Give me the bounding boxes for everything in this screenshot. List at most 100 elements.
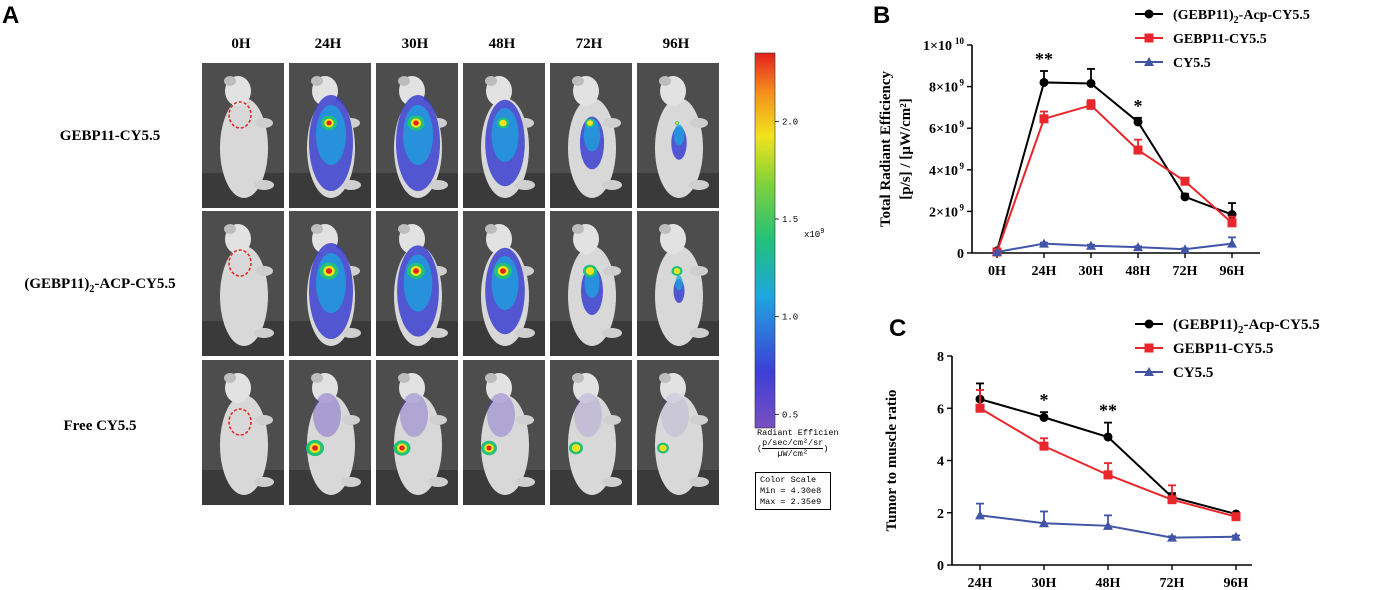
row-label-gebp11-2-acp: (GEBP11)2-ACP-CY5.5 <box>24 276 176 295</box>
y-tick-exponent: 9 <box>960 202 965 212</box>
mouse-image <box>289 63 371 208</box>
y-tick-label: 0 <box>957 247 964 262</box>
legend-entry: GEBP11-CY5.5 <box>1135 341 1273 357</box>
legend-label: GEBP11-CY5.5 <box>1173 341 1273 357</box>
mouse-image <box>202 360 284 505</box>
mouse-image-tile <box>550 63 632 208</box>
row-label-gebp11: GEBP11-CY5.5 <box>59 128 161 144</box>
data-point <box>1103 432 1113 442</box>
panel-a-letter: A <box>2 2 20 29</box>
data-point <box>1086 100 1096 110</box>
data-point <box>1180 244 1190 254</box>
x-tick-label: 48H <box>1096 576 1121 590</box>
y-tick-label: 6 <box>937 402 944 417</box>
data-point <box>1039 518 1049 528</box>
colorbar: 2.0 1.5 1.0 0.5 <box>754 52 798 429</box>
legend-label: CY5.5 <box>1173 56 1211 71</box>
y-tick-label: 4×10 <box>929 164 958 179</box>
x-tick-label: 24H <box>1032 264 1057 279</box>
data-point <box>1144 57 1154 66</box>
mouse-image <box>637 360 719 505</box>
y-axis-label: Tumor to muscle ratio <box>884 389 900 531</box>
data-point <box>1231 512 1241 522</box>
x-tick-label: 24H <box>968 576 993 590</box>
mouse-image <box>463 211 545 356</box>
y-tick-label: 1×10 <box>923 39 952 54</box>
data-point <box>1103 520 1113 530</box>
mouse-image <box>376 360 458 505</box>
y-tick-label: 8 <box>937 350 944 365</box>
time-label-30h: 30H <box>401 36 429 52</box>
color-scale-min: Min = 4.30e8 <box>760 486 822 496</box>
mouse-image-tile <box>463 360 545 505</box>
colorbar-unit-label: Radiant Efficien ( p/sec/cm²/sr µW/cm² ) <box>757 428 839 459</box>
mouse-image <box>550 211 632 356</box>
mouse-image-tile <box>202 63 284 208</box>
panel-b-letter: B <box>873 2 891 29</box>
data-point <box>1086 240 1096 250</box>
mouse-image-tile <box>550 211 632 356</box>
mouse-image-tile <box>376 63 458 208</box>
legend-label: CY5.5 <box>1173 365 1213 381</box>
mouse-image-tile <box>289 63 371 208</box>
series-1 <box>975 389 1241 522</box>
mouse-image-tile <box>463 211 545 356</box>
colorbar-tick-label: 1.5 <box>782 215 798 225</box>
data-point <box>1144 33 1154 43</box>
unit-title: Radiant Efficien <box>757 428 839 438</box>
colorbar-tick-label: 0.5 <box>782 410 798 420</box>
data-point <box>992 246 1002 256</box>
mouse-image <box>550 360 632 505</box>
data-point <box>1227 238 1237 248</box>
unit-numerator: p/sec/cm²/sr <box>762 438 824 449</box>
mouse-image-tile <box>376 211 458 356</box>
data-point <box>1039 412 1049 422</box>
series-2 <box>975 502 1241 542</box>
series-2 <box>992 236 1237 256</box>
mouse-image <box>289 360 371 505</box>
y-tick-label: 8×10 <box>929 81 958 96</box>
data-point <box>1039 77 1049 87</box>
y-axis-label: Total Radiant Efficiency [p/s] / [µW/cm²] <box>878 70 914 227</box>
y-tick-label: 2 <box>937 507 944 522</box>
data-point <box>1144 319 1154 329</box>
y-tick-label: 6×10 <box>929 122 958 137</box>
data-point <box>1144 9 1154 19</box>
time-label-72h: 72H <box>575 36 603 52</box>
panel-c-letter: C <box>889 315 907 342</box>
row-label-free-cy55: Free CY5.5 <box>63 418 137 434</box>
color-scale-box: Color Scale Min = 4.30e8 Max = 2.35e9 <box>755 472 831 510</box>
y-tick-exponent: 9 <box>960 161 965 171</box>
y-tick-label: 4 <box>937 455 944 470</box>
unit-denominator: µW/cm² <box>777 449 809 459</box>
y-label-text: Tumor to muscle ratio <box>884 389 900 531</box>
data-point <box>1167 495 1177 505</box>
data-point <box>1144 367 1154 376</box>
mouse-image <box>550 63 632 208</box>
mouse-image <box>463 63 545 208</box>
colorbar-multiplier: x109 <box>804 228 825 240</box>
mouse-image-tile <box>289 211 371 356</box>
series-line <box>996 104 1233 253</box>
legend-entry: CY5.5 <box>1135 56 1211 71</box>
colorbar-gradient <box>754 52 776 429</box>
x-tick-label: 72H <box>1160 576 1185 590</box>
data-point <box>1133 145 1143 155</box>
color-scale-title: Color Scale <box>760 475 817 485</box>
x-tick-label: 96H <box>1220 264 1245 279</box>
unit-fraction: ( p/sec/cm²/sr µW/cm² ) <box>757 438 839 459</box>
tumor-marker-circle <box>228 408 252 436</box>
mouse-image-tile <box>289 360 371 505</box>
legend-entry: CY5.5 <box>1135 365 1213 381</box>
x-tick-label: 96H <box>1224 576 1249 590</box>
mouse-image-tile <box>550 360 632 505</box>
tumor-marker-circle <box>228 249 252 277</box>
significance-label: ** <box>1035 49 1053 69</box>
mouse-image-tile <box>376 360 458 505</box>
mouse-image-tile <box>637 360 719 505</box>
x-tick-label: 72H <box>1173 264 1198 279</box>
mouse-image <box>202 63 284 208</box>
series-line <box>996 242 1233 253</box>
mouse-image <box>376 211 458 356</box>
